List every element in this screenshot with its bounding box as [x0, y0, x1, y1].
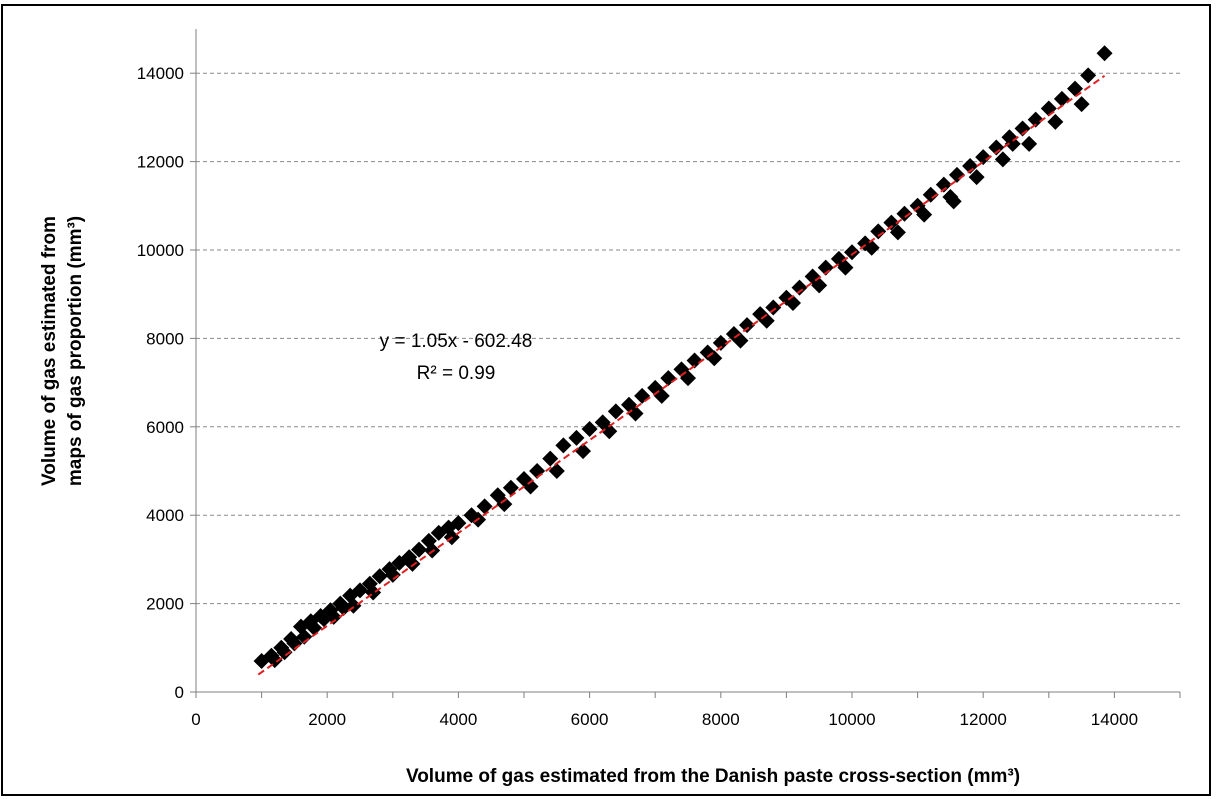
- data-point: [634, 387, 651, 404]
- trendline-group: [257, 75, 1106, 676]
- data-points: [253, 45, 1113, 670]
- y-tick-label: 2000: [146, 595, 184, 614]
- data-point: [948, 166, 965, 183]
- data-point: [870, 223, 887, 240]
- data-point: [889, 224, 906, 241]
- data-point: [1096, 45, 1113, 62]
- data-point: [916, 206, 933, 223]
- y-tick-label: 4000: [146, 506, 184, 525]
- data-point: [922, 186, 939, 203]
- data-point: [522, 478, 539, 495]
- data-point: [863, 239, 880, 256]
- y-tick-label: 8000: [146, 329, 184, 348]
- x-tick-label: 2000: [308, 710, 346, 729]
- data-point: [502, 479, 519, 496]
- x-tick-label: 8000: [702, 710, 740, 729]
- data-point: [1053, 90, 1070, 107]
- data-point: [811, 277, 828, 294]
- data-point: [686, 352, 703, 369]
- data-point: [352, 582, 368, 599]
- trendline-r-squared: R² = 0.99: [417, 363, 496, 384]
- trendline-equation: y = 1.05x - 602.48: [380, 331, 533, 352]
- data-point: [335, 600, 352, 617]
- data-point: [945, 193, 962, 210]
- data-point: [568, 429, 585, 446]
- data-point: [817, 259, 834, 276]
- data-point: [276, 644, 293, 661]
- data-point: [883, 214, 900, 231]
- data-point: [1014, 120, 1031, 137]
- y-tick-label: 10000: [137, 241, 184, 260]
- data-point: [935, 176, 952, 193]
- data-point: [1027, 111, 1044, 128]
- data-point: [296, 628, 313, 645]
- grid-lines: [196, 72, 1180, 605]
- data-point: [1021, 135, 1038, 152]
- data-point: [450, 515, 467, 532]
- data-point: [712, 334, 729, 351]
- data-point: [739, 317, 756, 334]
- data-point: [896, 205, 913, 222]
- data-point: [968, 169, 985, 186]
- x-tick-label: 0: [191, 710, 200, 729]
- x-tick-label: 14000: [1091, 710, 1138, 729]
- data-point: [575, 443, 592, 460]
- y-axis-title: Volume of gas estimated from maps of gas…: [39, 216, 86, 486]
- data-point: [837, 259, 854, 276]
- trendline: [257, 75, 1106, 676]
- data-point: [1073, 96, 1090, 113]
- data-point: [266, 652, 283, 669]
- data-point: [975, 149, 992, 166]
- y-tick-label: 6000: [146, 418, 184, 437]
- data-point: [542, 450, 559, 467]
- data-point: [1080, 67, 1097, 84]
- data-point: [306, 619, 323, 636]
- y-tick-label: 14000: [137, 64, 184, 83]
- data-point: [555, 437, 572, 454]
- data-point: [1067, 80, 1084, 97]
- y-tick-label: 0: [175, 683, 184, 702]
- data-point: [660, 370, 677, 387]
- data-point: [404, 555, 421, 572]
- data-point: [601, 423, 618, 440]
- x-tick-label: 12000: [960, 710, 1007, 729]
- data-point: [791, 279, 808, 296]
- data-point: [988, 139, 1005, 156]
- x-tick-label: 4000: [439, 710, 477, 729]
- y-axis-title-line-1: Volume of gas estimated from: [39, 216, 60, 486]
- data-point: [411, 541, 428, 558]
- data-point: [962, 158, 979, 175]
- y-tick-label: 12000: [137, 153, 184, 172]
- data-point: [496, 496, 513, 513]
- data-point: [384, 566, 401, 583]
- data-point: [1004, 135, 1021, 152]
- data-point: [315, 611, 332, 628]
- data-point: [371, 568, 388, 585]
- data-point: [607, 403, 624, 420]
- chart-frame: 0 2000 4000 6000 8000 10000 12000 14000 0 2000 400…: [1, 4, 1211, 796]
- data-point: [994, 151, 1011, 168]
- data-point: [548, 463, 565, 479]
- data-point: [476, 498, 493, 515]
- x-tick-label: 10000: [828, 710, 875, 729]
- data-point: [844, 244, 860, 261]
- data-point: [581, 421, 598, 438]
- data-point: [765, 299, 782, 316]
- scatter-chart: 0 2000 4000 6000 8000 10000 12000 14000 0 2000 400…: [39, 29, 1181, 787]
- data-point: [1047, 113, 1064, 130]
- x-axis-title: Volume of gas estimated from the Danish …: [406, 766, 1020, 787]
- axes: 0 2000 4000 6000 8000 10000 12000 14000 0 2000 400…: [137, 29, 1181, 729]
- y-axis-title-line-2: maps of gas proportion (mm³): [65, 216, 86, 486]
- x-tick-label: 6000: [571, 710, 609, 729]
